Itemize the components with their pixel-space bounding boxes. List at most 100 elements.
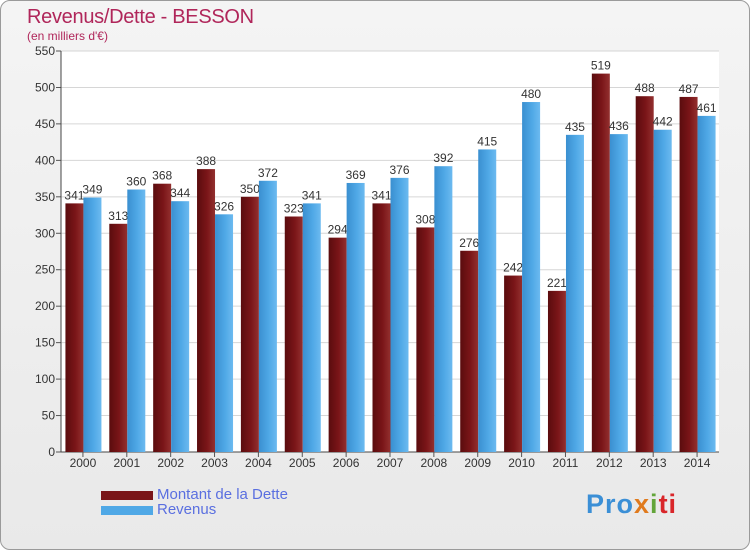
data-label-revenus: 369 [346, 168, 366, 182]
x-tick-label: 2006 [333, 456, 360, 470]
x-tick-label: 2010 [508, 456, 535, 470]
x-tick-label: 2007 [377, 456, 404, 470]
logo-part-3: i [650, 489, 659, 519]
chart-subtitle: (en milliers d'€) [27, 29, 108, 43]
legend-label-revenus: Revenus [157, 501, 217, 518]
x-tick-label: 2013 [640, 456, 667, 470]
y-tick-label: 50 [42, 409, 56, 423]
y-tick-label: 450 [35, 117, 55, 131]
data-label-dette: 294 [328, 223, 348, 237]
data-label-dette: 323 [284, 202, 304, 216]
bar-dette [284, 216, 303, 452]
x-tick-label: 2011 [553, 456, 579, 470]
x-tick-label: 2012 [596, 456, 623, 470]
data-label-revenus: 341 [302, 188, 322, 202]
bar-revenus [258, 180, 277, 452]
x-tick-label: 2003 [201, 456, 228, 470]
bar-dette [635, 96, 654, 452]
y-tick-label: 300 [35, 226, 55, 240]
bar-revenus [83, 197, 102, 452]
bar-dette [416, 227, 435, 452]
logo-part-1: Pro [586, 489, 635, 519]
legend-swatch-revenus [101, 505, 153, 515]
data-label-revenus: 442 [653, 115, 673, 129]
data-label-revenus: 344 [170, 186, 190, 200]
y-tick-label: 400 [35, 153, 55, 167]
data-label-revenus: 480 [521, 87, 541, 101]
data-label-revenus: 349 [82, 183, 102, 197]
data-label-dette: 368 [152, 169, 172, 183]
bar-revenus [346, 182, 365, 452]
bar-dette [504, 275, 523, 452]
data-label-revenus: 436 [609, 119, 629, 133]
legend-label-dette: Montant de la Dette [157, 486, 288, 503]
bar-dette [109, 223, 128, 452]
data-label-dette: 487 [679, 82, 699, 96]
y-tick-label: 100 [35, 372, 55, 386]
data-label-dette: 308 [415, 212, 435, 226]
bar-dette [372, 203, 391, 452]
legend: Montant de la Dette Revenus [101, 487, 288, 517]
y-tick-label: 500 [35, 80, 55, 94]
bar-revenus [522, 102, 541, 452]
data-label-dette: 242 [503, 261, 523, 275]
bar-dette [65, 203, 84, 452]
data-label-dette: 519 [591, 59, 611, 73]
y-tick-label: 0 [48, 445, 55, 459]
data-label-dette: 488 [635, 81, 655, 95]
data-label-revenus: 360 [126, 175, 146, 189]
data-label-dette: 276 [459, 236, 479, 250]
bar-dette [197, 169, 216, 452]
bar-revenus [390, 177, 409, 452]
bar-dette [328, 237, 347, 452]
data-label-dette: 350 [240, 182, 260, 196]
legend-item-revenus: Revenus [101, 502, 288, 517]
data-label-revenus: 415 [477, 134, 497, 148]
x-tick-label: 2000 [70, 456, 97, 470]
data-label-revenus: 376 [389, 163, 409, 177]
x-tick-label: 2004 [245, 456, 272, 470]
bar-revenus [171, 201, 190, 452]
bar-revenus [609, 134, 628, 452]
data-label-revenus: 372 [258, 166, 278, 180]
data-label-dette: 388 [196, 154, 216, 168]
bar-revenus [302, 203, 321, 452]
y-tick-label: 350 [35, 190, 55, 204]
bar-revenus [127, 189, 146, 452]
bar-revenus [434, 166, 453, 453]
legend-swatch-dette [101, 490, 153, 500]
bar-revenus [565, 134, 584, 452]
bar-dette [679, 96, 698, 452]
data-label-dette: 313 [108, 209, 128, 223]
bar-dette [591, 73, 610, 453]
y-tick-label: 150 [35, 336, 55, 350]
y-tick-label: 250 [35, 263, 55, 277]
x-tick-label: 2009 [464, 456, 491, 470]
bar-revenus [697, 115, 716, 452]
data-label-revenus: 392 [433, 151, 453, 165]
bar-dette [153, 183, 172, 452]
logo-part-2: x [634, 489, 651, 519]
data-label-revenus: 326 [214, 199, 234, 213]
bar-dette [547, 290, 566, 452]
bar-revenus [215, 214, 234, 452]
data-label-dette: 221 [547, 276, 567, 290]
y-tick-label: 550 [35, 44, 55, 58]
data-label-dette: 341 [371, 188, 391, 202]
bar-revenus [653, 129, 672, 452]
x-tick-label: 2002 [157, 456, 184, 470]
bar-dette [460, 250, 479, 452]
legend-item-dette: Montant de la Dette [101, 487, 288, 502]
x-tick-label: 2001 [113, 456, 140, 470]
bar-revenus [478, 149, 497, 452]
data-label-dette: 341 [64, 188, 84, 202]
y-tick-label: 200 [35, 299, 55, 313]
x-tick-label: 2014 [684, 456, 711, 470]
logo-part-4: ti [658, 489, 678, 519]
data-label-revenus: 435 [565, 120, 585, 134]
chart-title: Revenus/Dette - BESSON [27, 6, 254, 28]
x-tick-label: 2008 [421, 456, 448, 470]
x-tick-label: 2005 [289, 456, 316, 470]
